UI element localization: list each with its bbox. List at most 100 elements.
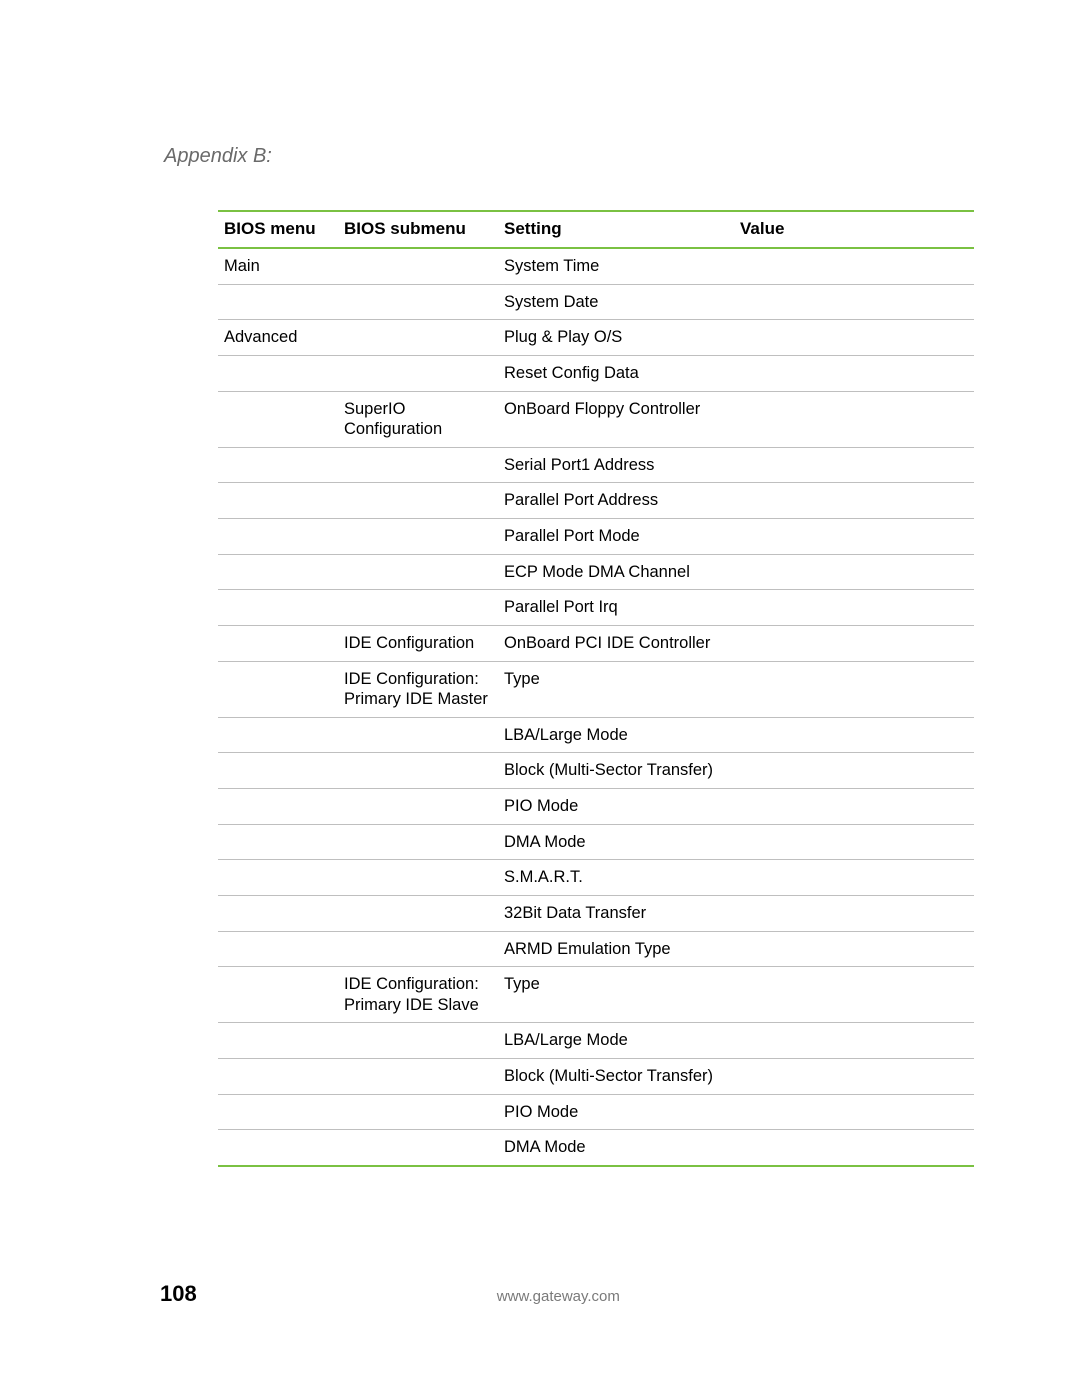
cell-value xyxy=(734,483,974,519)
cell-bios-menu: Advanced xyxy=(218,320,338,356)
cell-value xyxy=(734,789,974,825)
cell-value xyxy=(734,355,974,391)
cell-bios-submenu xyxy=(338,895,498,931)
cell-bios-menu xyxy=(218,931,338,967)
cell-value xyxy=(734,753,974,789)
cell-value xyxy=(734,967,974,1023)
cell-bios-submenu: SuperIO Configuration xyxy=(338,391,498,447)
cell-setting: PIO Mode xyxy=(498,789,734,825)
cell-bios-submenu: IDE Configuration: Primary IDE Master xyxy=(338,661,498,717)
table-row: IDE ConfigurationOnBoard PCI IDE Control… xyxy=(218,625,974,661)
cell-value xyxy=(734,931,974,967)
table-row: Serial Port1 Address xyxy=(218,447,974,483)
document-page: Appendix B: BIOS menu BIOS submenu Setti… xyxy=(0,0,1080,1397)
cell-setting: Reset Config Data xyxy=(498,355,734,391)
table-row: DMA Mode xyxy=(218,1130,974,1166)
cell-value xyxy=(734,248,974,284)
cell-setting: Serial Port1 Address xyxy=(498,447,734,483)
cell-bios-submenu: IDE Configuration xyxy=(338,625,498,661)
cell-bios-menu xyxy=(218,625,338,661)
col-header-bios-menu: BIOS menu xyxy=(218,211,338,248)
cell-bios-submenu: IDE Configuration: Primary IDE Slave xyxy=(338,967,498,1023)
table-row: Block (Multi-Sector Transfer) xyxy=(218,1059,974,1095)
cell-setting: OnBoard PCI IDE Controller xyxy=(498,625,734,661)
cell-setting: DMA Mode xyxy=(498,1130,734,1166)
cell-value xyxy=(734,895,974,931)
table-row: S.M.A.R.T. xyxy=(218,860,974,896)
cell-bios-submenu xyxy=(338,447,498,483)
cell-bios-menu xyxy=(218,355,338,391)
table-row: IDE Configuration: Primary IDE SlaveType xyxy=(218,967,974,1023)
table-row: Block (Multi-Sector Transfer) xyxy=(218,753,974,789)
cell-bios-menu xyxy=(218,753,338,789)
cell-bios-menu xyxy=(218,284,338,320)
table-row: PIO Mode xyxy=(218,789,974,825)
table-row: System Date xyxy=(218,284,974,320)
cell-setting: LBA/Large Mode xyxy=(498,1023,734,1059)
cell-setting: ECP Mode DMA Channel xyxy=(498,554,734,590)
cell-value xyxy=(734,320,974,356)
cell-setting: Type xyxy=(498,967,734,1023)
cell-setting: PIO Mode xyxy=(498,1094,734,1130)
cell-value xyxy=(734,1130,974,1166)
cell-value xyxy=(734,661,974,717)
appendix-title: Appendix B: xyxy=(164,145,920,168)
cell-bios-submenu xyxy=(338,1023,498,1059)
col-header-bios-submenu: BIOS submenu xyxy=(338,211,498,248)
cell-bios-submenu xyxy=(338,248,498,284)
cell-value xyxy=(734,590,974,626)
cell-value xyxy=(734,1094,974,1130)
cell-bios-menu xyxy=(218,860,338,896)
table-row: LBA/Large Mode xyxy=(218,717,974,753)
cell-value xyxy=(734,519,974,555)
cell-bios-menu xyxy=(218,554,338,590)
cell-bios-submenu xyxy=(338,483,498,519)
cell-bios-menu xyxy=(218,1023,338,1059)
cell-bios-menu xyxy=(218,1094,338,1130)
cell-setting: System Date xyxy=(498,284,734,320)
cell-bios-submenu xyxy=(338,554,498,590)
cell-setting: OnBoard Floppy Controller xyxy=(498,391,734,447)
cell-bios-menu xyxy=(218,661,338,717)
cell-bios-menu xyxy=(218,789,338,825)
cell-value xyxy=(734,1023,974,1059)
cell-bios-menu xyxy=(218,717,338,753)
cell-bios-menu xyxy=(218,590,338,626)
cell-bios-menu xyxy=(218,1059,338,1095)
cell-setting: Parallel Port Mode xyxy=(498,519,734,555)
cell-value xyxy=(734,447,974,483)
cell-bios-menu xyxy=(218,519,338,555)
table-row: PIO Mode xyxy=(218,1094,974,1130)
cell-bios-menu: Main xyxy=(218,248,338,284)
table-row: DMA Mode xyxy=(218,824,974,860)
cell-bios-menu xyxy=(218,967,338,1023)
table-row: SuperIO ConfigurationOnBoard Floppy Cont… xyxy=(218,391,974,447)
cell-bios-menu xyxy=(218,895,338,931)
cell-bios-submenu xyxy=(338,824,498,860)
cell-setting: Plug & Play O/S xyxy=(498,320,734,356)
cell-bios-submenu xyxy=(338,284,498,320)
cell-setting: Block (Multi-Sector Transfer) xyxy=(498,1059,734,1095)
table-row: LBA/Large Mode xyxy=(218,1023,974,1059)
table-header-row: BIOS menu BIOS submenu Setting Value xyxy=(218,211,974,248)
cell-value xyxy=(734,625,974,661)
cell-value xyxy=(734,717,974,753)
cell-bios-submenu xyxy=(338,1059,498,1095)
cell-bios-submenu xyxy=(338,1130,498,1166)
table-row: ARMD Emulation Type xyxy=(218,931,974,967)
cell-bios-submenu xyxy=(338,320,498,356)
bios-settings-table: BIOS menu BIOS submenu Setting Value Mai… xyxy=(218,210,974,1167)
cell-bios-submenu xyxy=(338,860,498,896)
cell-setting: System Time xyxy=(498,248,734,284)
col-header-setting: Setting xyxy=(498,211,734,248)
cell-setting: ARMD Emulation Type xyxy=(498,931,734,967)
cell-setting: Parallel Port Address xyxy=(498,483,734,519)
cell-setting: Type xyxy=(498,661,734,717)
cell-bios-menu xyxy=(218,391,338,447)
table-row: Parallel Port Irq xyxy=(218,590,974,626)
table-row: Advanced Plug & Play O/S xyxy=(218,320,974,356)
cell-bios-menu xyxy=(218,447,338,483)
cell-value xyxy=(734,1059,974,1095)
cell-bios-menu xyxy=(218,483,338,519)
table-row: Main System Time xyxy=(218,248,974,284)
